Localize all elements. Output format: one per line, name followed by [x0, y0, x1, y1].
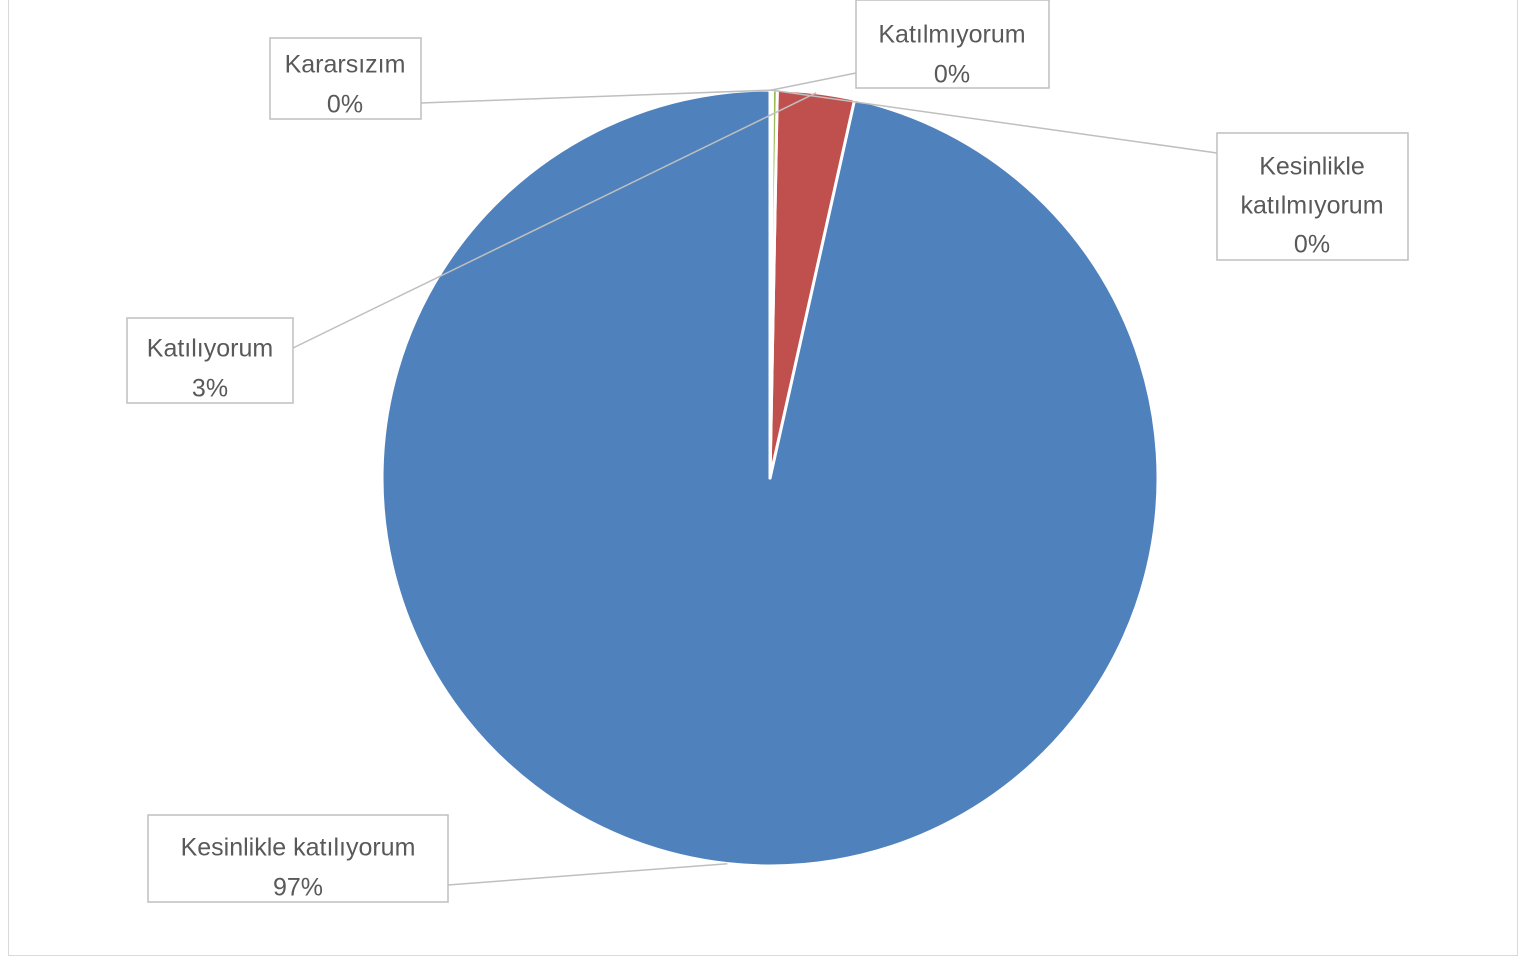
pie-slices	[380, 88, 1160, 868]
data-label-category: katılmıyorum	[1240, 192, 1383, 220]
data-labels: Kesinlikle katılıyorum97%Katılıyorum3%Ka…	[126, 0, 1409, 903]
data-label-box	[126, 317, 294, 404]
data-label-2: Kararsızım 0%	[269, 37, 422, 120]
data-label-percent: 0%	[934, 61, 970, 89]
data-label-box	[269, 37, 422, 120]
data-label-percent: 97%	[273, 874, 323, 902]
leader-line-2	[420, 89, 775, 104]
data-label-category: Kesinlikle	[1259, 153, 1365, 181]
data-label-percent: 0%	[327, 91, 363, 119]
data-label-category: Katılmıyorum	[878, 21, 1025, 49]
data-label-0: Kesinlikle katılıyorum 97%	[147, 814, 449, 903]
leader-line-3	[771, 72, 857, 91]
leader-line-0	[447, 862, 728, 886]
data-label-1: Katılıyorum 3%	[126, 317, 294, 404]
leader-line-1	[292, 92, 817, 349]
data-label-box	[147, 814, 449, 903]
data-label-category: Kararsızım	[285, 51, 406, 79]
data-label-4: Kesinlikle katılmıyorum 0%	[1216, 132, 1409, 261]
data-label-percent: 0%	[1294, 231, 1330, 259]
data-label-percent: 3%	[192, 375, 228, 403]
data-label-box	[1216, 132, 1409, 261]
data-label-category: Kesinlikle katılıyorum	[181, 834, 416, 862]
data-label-3: Katılmıyorum 0%	[855, 0, 1050, 89]
leader-line-4	[770, 89, 1218, 154]
data-label-category: Katılıyorum	[147, 335, 273, 363]
pie-slice-4	[768, 88, 773, 480]
data-label-box	[855, 0, 1050, 89]
leader-lines	[292, 72, 1218, 886]
